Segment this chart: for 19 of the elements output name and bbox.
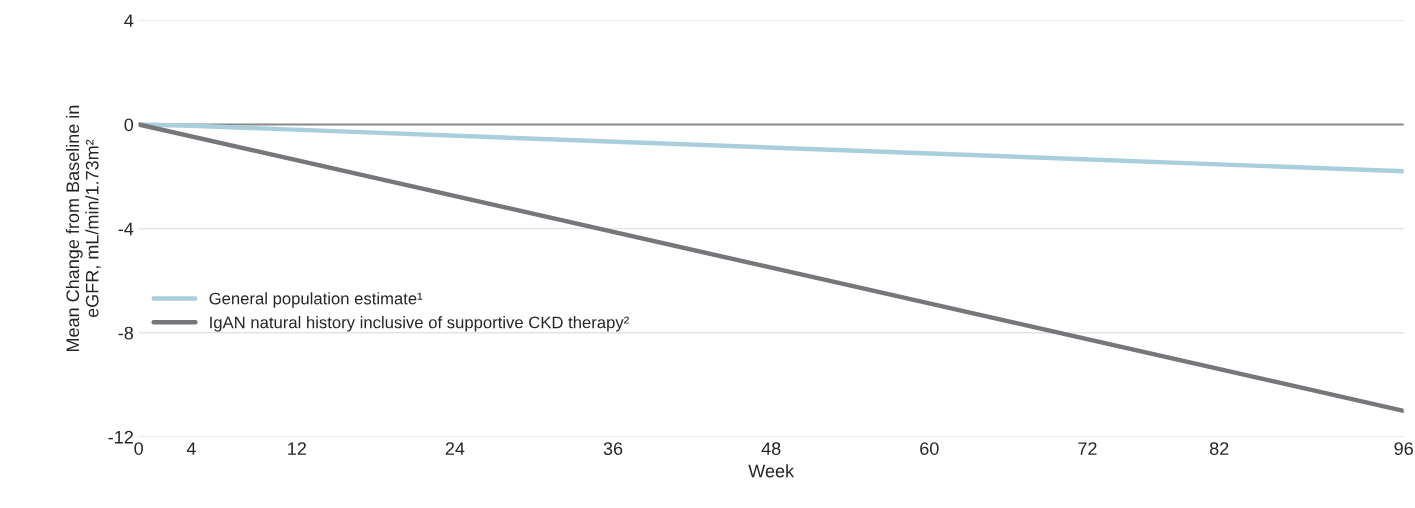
x-tick-label: 24 [445, 442, 465, 455]
legend-label: IgAN natural history inclusive of supportive CKD therapy² [210, 316, 629, 332]
x-tick-label: 36 [603, 442, 623, 455]
x-tick-label: 48 [761, 442, 781, 455]
x-axis-title: Week [748, 464, 795, 478]
y-axis-title: Mean Change from Baseline in eGFR, mL/min/1.73m² [65, 105, 101, 352]
x-tick-label: 12 [288, 442, 306, 455]
y-tick-label: 4 [124, 14, 134, 27]
x-tick-label: 4 [186, 442, 196, 455]
y-tick-label: -12 [108, 430, 133, 444]
legend-label: General population estimate¹ [209, 292, 423, 308]
x-tick-label: 82 [1209, 442, 1229, 455]
x-tick-label: 72 [1078, 442, 1097, 455]
y-tick-label: -4 [118, 222, 134, 236]
x-tick-label: 0 [134, 442, 143, 455]
x-tick-label: 96 [1394, 442, 1413, 455]
y-tick-label: -8 [118, 326, 134, 340]
x-tick-label: 60 [920, 442, 939, 455]
y-tick-label: 0 [124, 118, 134, 132]
